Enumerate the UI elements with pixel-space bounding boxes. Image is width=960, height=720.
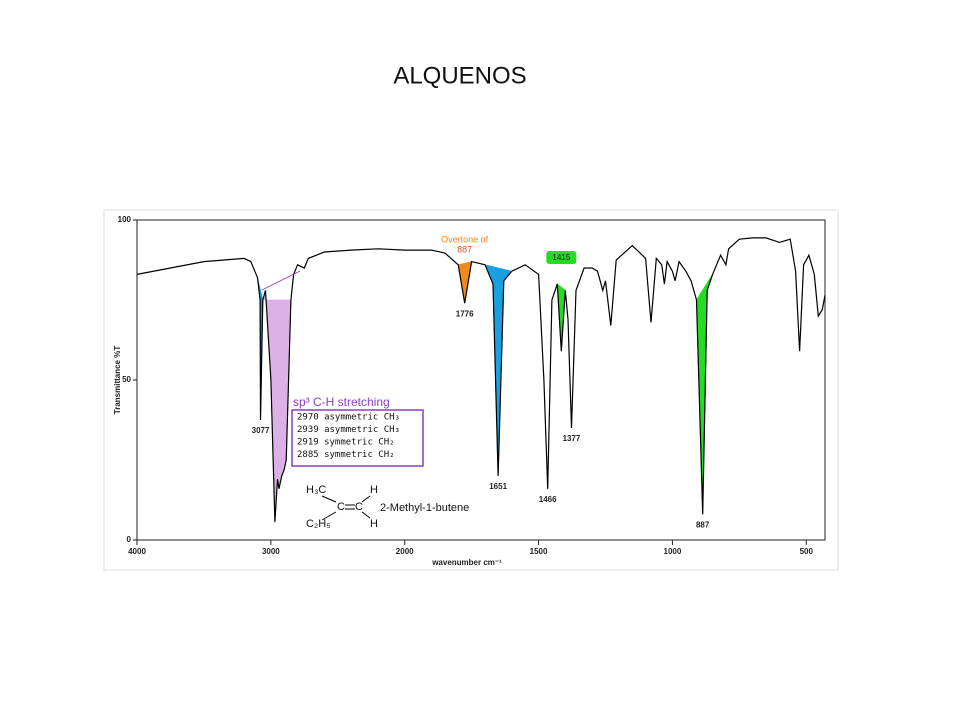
- molecule-atom: C: [355, 501, 363, 513]
- molecule-bonds: [321, 495, 371, 521]
- molecule-atom: H: [370, 484, 378, 496]
- peak-label: 1466: [539, 495, 557, 504]
- slide-title: ALQUENOS: [393, 62, 526, 89]
- overtone-text: Overtone of: [441, 234, 489, 244]
- y-tick-label: 0: [127, 535, 132, 544]
- sp3-line: 2885 symmetric CH₂: [297, 450, 395, 460]
- sp3-line: 2919 symmetric CH₂: [297, 438, 395, 448]
- x-tick-label: 3000: [262, 547, 280, 556]
- spectrum-line: [136, 237, 826, 523]
- peak-label: 1651: [489, 482, 507, 491]
- molecule-atom: C₂H₅: [306, 518, 331, 530]
- y-axis-label: Transmittance %T: [113, 346, 122, 415]
- y-tick-label: 100: [118, 215, 132, 224]
- x-tick-label: 4000: [128, 547, 146, 556]
- marker-box: [546, 251, 577, 264]
- marker-label: 1415: [552, 253, 570, 262]
- molecule-name: 2-Methyl-1-butene: [380, 502, 469, 514]
- sp3-line: 2939 asymmetric CH₃: [297, 425, 400, 435]
- molecule-atom: C: [337, 501, 345, 513]
- sp3-title: sp³ C-H stretching: [293, 395, 390, 409]
- x-tick-label: 500: [800, 547, 814, 556]
- x-tick-label: 2000: [396, 547, 414, 556]
- sp3-box: [291, 409, 424, 467]
- figure-frame: [103, 209, 839, 571]
- peak-label: 1776: [456, 309, 474, 318]
- molecule-atom: H: [370, 518, 378, 530]
- y-tick-label: 50: [122, 375, 131, 384]
- peak-label: 1377: [563, 434, 581, 443]
- sp3-connector: [261, 270, 301, 291]
- plot-frame: [136, 219, 826, 541]
- peak-label: 887: [696, 521, 710, 530]
- sp3-line: 2970 asymmetric CH₃: [297, 413, 400, 423]
- overtone-peak: 887: [457, 244, 472, 254]
- x-tick-label: 1500: [530, 547, 548, 556]
- x-tick-label: 1000: [664, 547, 682, 556]
- peak-label: 3077: [252, 426, 270, 435]
- x-axis-label: wavenumber cm⁻¹: [431, 558, 502, 567]
- molecule-atom: H₃C: [306, 484, 326, 496]
